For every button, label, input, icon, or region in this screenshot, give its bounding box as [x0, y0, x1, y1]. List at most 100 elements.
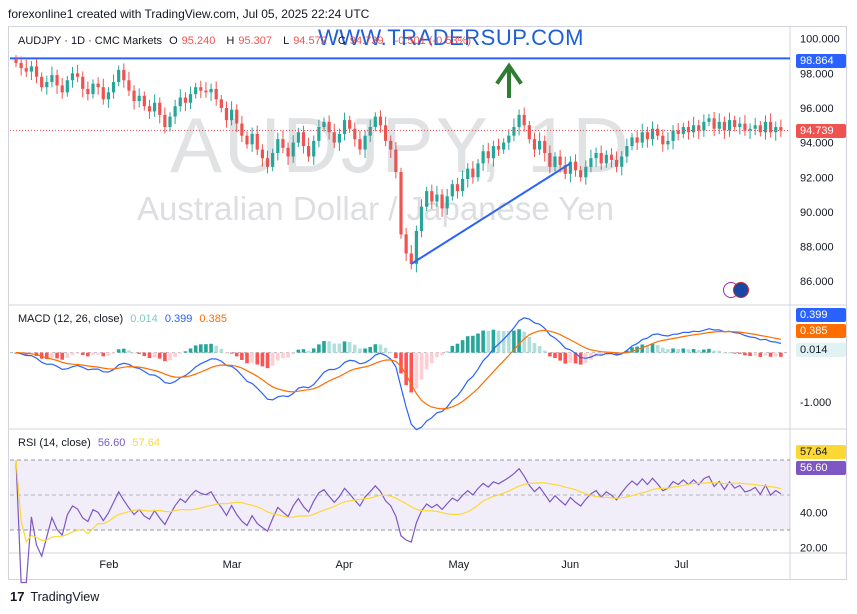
macd-histogram-bar [91, 352, 95, 356]
rsi-ma-line [15, 459, 782, 543]
macd-histogram-bar [60, 352, 64, 360]
rsi-ma-value: 57.64 [132, 437, 160, 449]
macd-histogram-bar [388, 351, 393, 353]
candle-body [373, 116, 377, 128]
candle-body [276, 139, 280, 154]
low-key: L [283, 35, 290, 47]
candle-body [666, 140, 670, 145]
macd-histogram-bar [614, 352, 619, 355]
macd-histogram-bar [157, 352, 162, 359]
candle-body [70, 73, 75, 81]
candle-body [707, 118, 711, 122]
macd-line [15, 317, 782, 431]
candle-body [461, 178, 465, 192]
candle-body [517, 114, 521, 128]
macd-histogram-bar [748, 352, 752, 357]
macd-histogram-bar [229, 352, 234, 354]
x-tick-label: Jun [561, 559, 579, 571]
candle-body [199, 87, 203, 91]
macd-histogram-bar [722, 352, 727, 354]
macd-histogram-bar [532, 343, 537, 353]
candle-body [476, 163, 480, 178]
candle-body [661, 135, 665, 145]
candle-body [96, 83, 100, 88]
footer-brand[interactable]: TradingView [30, 589, 100, 604]
candle-body [779, 127, 783, 131]
candle-body [55, 75, 59, 86]
candle-body [194, 87, 198, 95]
macd-histogram-bar [224, 352, 229, 354]
macd-histogram-bar [768, 352, 773, 357]
low-label: L 94.572 [283, 35, 331, 47]
macd-histogram-bar [322, 341, 326, 353]
macd-histogram-bar [527, 336, 532, 353]
macd-histogram-bar [419, 352, 424, 380]
macd-histogram-bar [353, 344, 357, 353]
price-tick-label: 96.000 [800, 103, 834, 115]
macd-histogram-bar [640, 344, 645, 353]
macd-histogram-bar [111, 352, 116, 354]
macd-histogram-bar [542, 350, 547, 353]
candle-body [86, 88, 90, 95]
candle-body [301, 132, 306, 147]
symbol-label[interactable]: AUDJPY · 1D · CMC Markets [18, 35, 163, 47]
candle-body [209, 88, 213, 93]
macd-histogram-bar [548, 352, 552, 357]
macd-histogram-bar [691, 349, 696, 353]
candle-body [538, 140, 542, 150]
candle-body [219, 99, 223, 108]
candle-body [645, 132, 649, 140]
candle-body [419, 206, 424, 231]
candle-body [502, 142, 506, 150]
price-tick-label: 94.000 [800, 138, 834, 150]
macd-histogram-bar [363, 348, 367, 353]
candle-body [573, 161, 578, 171]
candle-body [168, 116, 172, 128]
rsi-legend: RSI (14, close) 56.60 57.64 [18, 437, 164, 449]
candle-body [486, 151, 490, 159]
candle-body [635, 137, 639, 143]
macd-histogram-bar [368, 346, 372, 353]
last-price-badge: 94.739 [796, 124, 846, 138]
candle-body [625, 146, 629, 157]
chart-frame[interactable] [8, 26, 847, 580]
macd-histogram-bar [696, 350, 701, 353]
macd-histogram-bar [471, 335, 475, 353]
candle-body [686, 127, 691, 133]
candle-body [224, 107, 229, 121]
candle-body [430, 191, 434, 202]
macd-histogram-bar [106, 352, 111, 356]
x-tick-label: Apr [336, 559, 353, 571]
macd-histogram-bar [296, 349, 301, 353]
close-label: C 94.739 [338, 35, 388, 47]
high-label: H 95.307 [226, 35, 276, 47]
macd-histogram-bar [204, 344, 208, 353]
macd-histogram-bar [219, 348, 224, 353]
macd-histogram-bar [676, 349, 680, 353]
candle-body [568, 161, 572, 174]
macd-histogram-bar [707, 348, 711, 353]
candle-body [553, 156, 557, 167]
macd-title[interactable]: MACD (12, 26, close) [18, 313, 124, 325]
candle-body [29, 66, 33, 72]
x-tick-label: Jul [674, 559, 688, 571]
macd-histogram-bar [311, 348, 316, 353]
candle-body [697, 125, 701, 131]
candle-body [19, 62, 23, 69]
macd-histogram-bar [717, 350, 722, 353]
macd-histogram-bar [122, 348, 126, 353]
flag-icon[interactable] [733, 282, 749, 298]
candle-body [599, 153, 603, 164]
macd-histogram-bar [132, 352, 136, 354]
rsi-line [15, 459, 782, 584]
tradingview-logo-icon: 17 [10, 589, 25, 604]
rsi-title[interactable]: RSI (14, close) [18, 437, 91, 449]
candle-body [188, 94, 193, 103]
macd-histogram-bar [455, 343, 460, 353]
candle-body [384, 125, 388, 141]
macd-histogram-bar [65, 352, 70, 358]
macd-histogram-bar [496, 330, 501, 353]
macd-signal-value: 0.385 [199, 313, 227, 325]
price-tick-label: 90.000 [800, 207, 834, 219]
